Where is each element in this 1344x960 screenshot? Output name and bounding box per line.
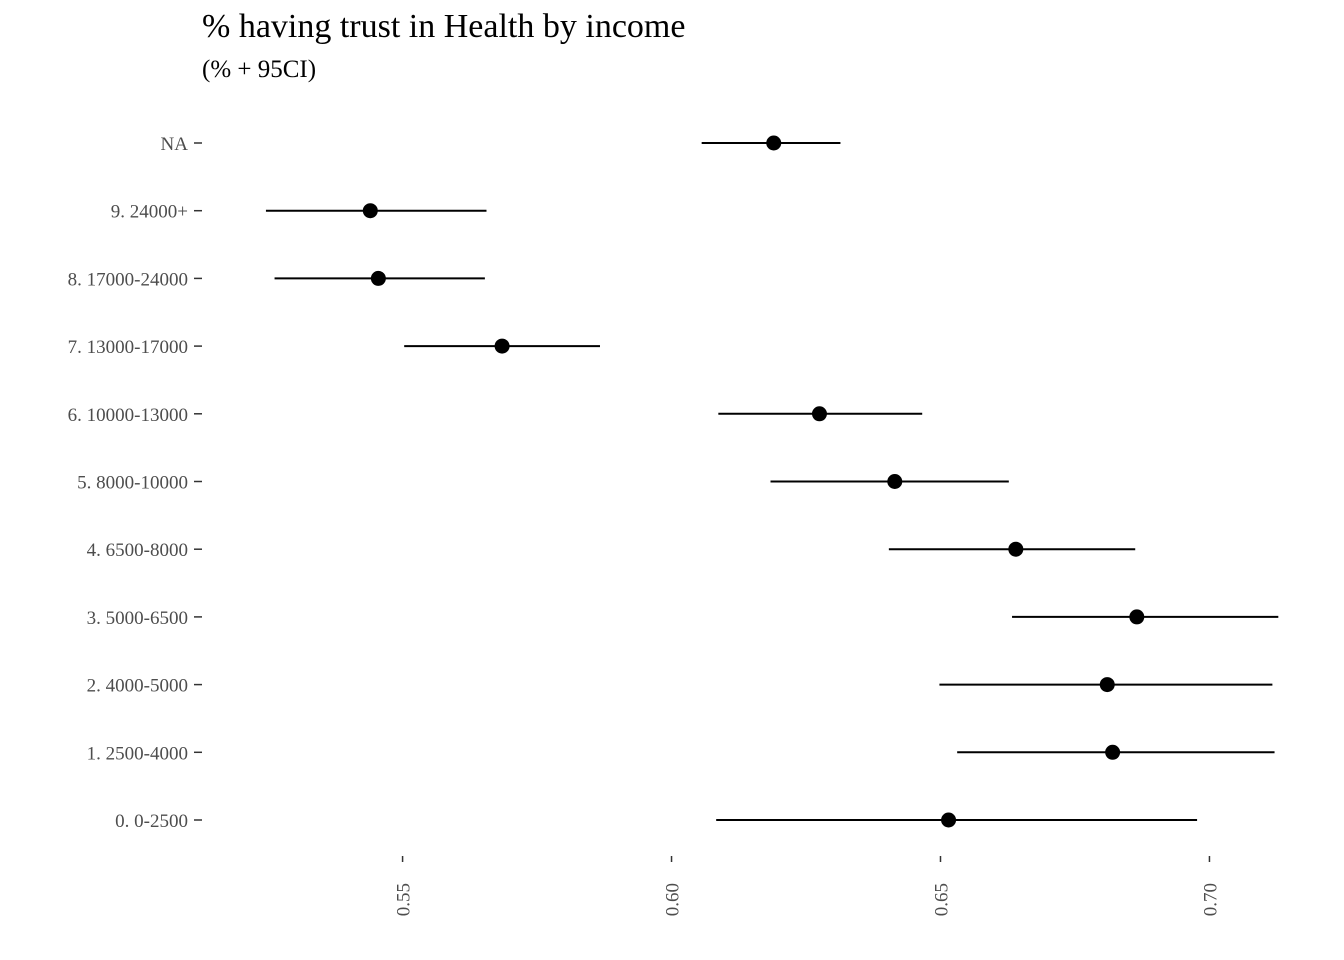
chart-subtitle: (% + 95CI) (202, 56, 317, 83)
x-tick-label: 0.60 (663, 883, 684, 916)
y-tick-label: 3. 5000-6500 (87, 608, 188, 629)
data-series (265, 135, 1279, 828)
estimate-point (1099, 677, 1115, 693)
y-tick-label: 0. 0-2500 (115, 811, 188, 832)
x-tick-label: 0.70 (1200, 883, 1221, 916)
y-tick-label: 8. 17000-24000 (68, 269, 188, 290)
chart-title: % having trust in Health by income (202, 8, 686, 45)
y-tick-label: 6. 10000-13000 (68, 405, 188, 426)
y-tick-label: 2. 4000-5000 (87, 676, 188, 697)
y-tick-label: NA (161, 134, 189, 155)
estimate-point (362, 203, 378, 219)
x-axis: 0.55 0.60 0.65 0.70 (394, 856, 1221, 916)
estimate-point (766, 135, 782, 151)
estimate-point (811, 406, 827, 422)
y-tick-label: 7. 13000-17000 (68, 337, 188, 358)
x-tick-label: 0.65 (931, 883, 952, 916)
estimate-point (370, 270, 386, 286)
y-tick-label: 9. 24000+ (111, 202, 188, 223)
estimate-point (1129, 609, 1145, 625)
y-axis: NA 9. 24000+ 8. 17000-24000 7. 13000-17000 6… (68, 134, 202, 832)
x-tick-label: 0.55 (394, 883, 415, 916)
y-tick-label: 5. 8000-10000 (77, 473, 188, 494)
estimate-point (494, 338, 510, 354)
y-tick-label: 4. 6500-8000 (87, 540, 188, 561)
y-tick-label: 1. 2500-4000 (87, 743, 188, 764)
estimate-point (1008, 541, 1024, 557)
estimate-point (1105, 744, 1121, 760)
estimate-point (941, 812, 957, 828)
estimate-point (887, 474, 903, 489)
